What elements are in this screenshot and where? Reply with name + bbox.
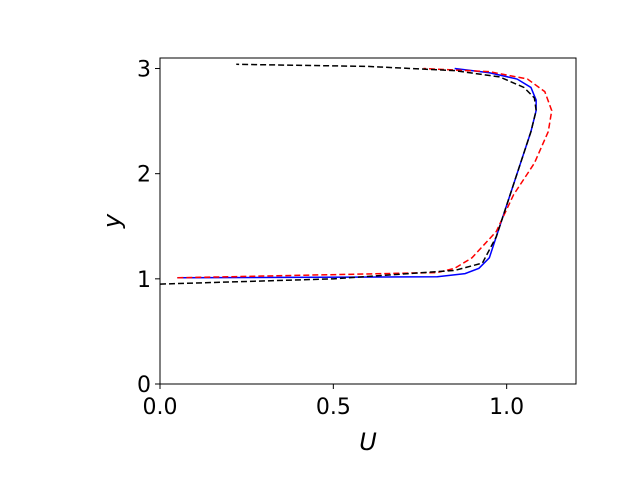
data-line — [159, 63, 537, 285]
x-tick-label: 0.5 — [316, 395, 351, 420]
x-tick-label: 1.0 — [489, 395, 524, 420]
x-tick-label: 0.0 — [143, 395, 178, 420]
y-tick-label: 0 — [137, 373, 151, 398]
x-axis-label: U — [359, 428, 377, 456]
data-line — [177, 67, 537, 279]
y-tick-label: 1 — [137, 268, 151, 293]
y-tick-label: 3 — [137, 58, 151, 83]
y-tick-label: 2 — [137, 163, 151, 188]
y-axis-label: y — [98, 213, 126, 229]
plot-frame — [159, 57, 577, 385]
data-line — [177, 67, 553, 279]
